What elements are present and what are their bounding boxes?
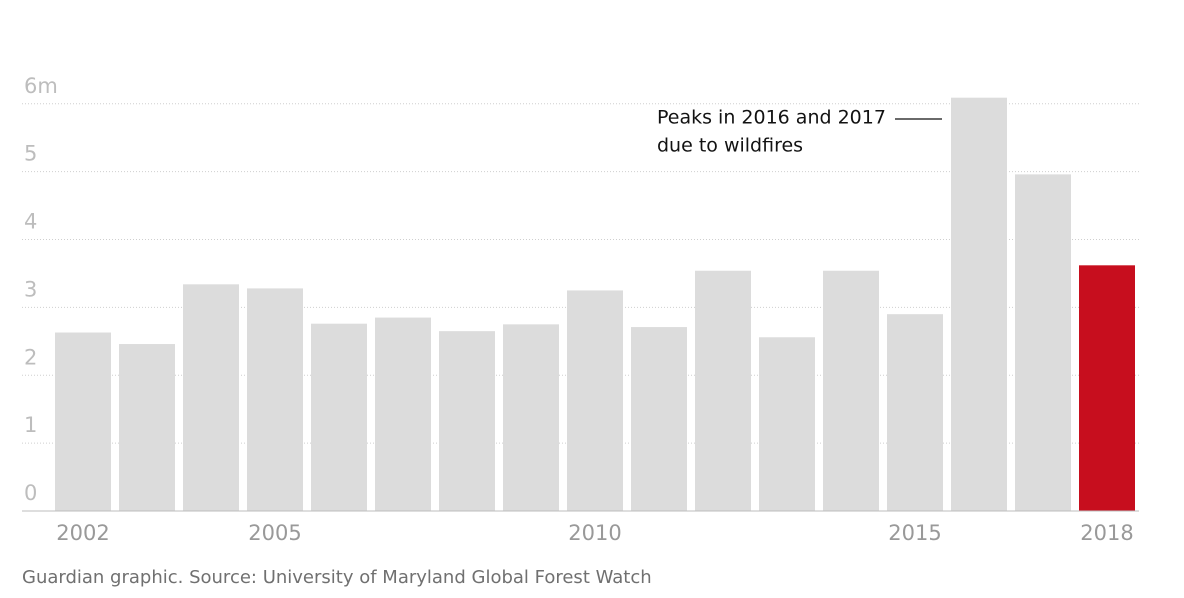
bar: [1079, 265, 1135, 511]
bar: [1015, 174, 1071, 512]
x-tick-label: 2018: [1080, 521, 1133, 545]
bar: [183, 284, 239, 511]
y-tick-label: 3: [24, 277, 37, 301]
bar: [311, 323, 367, 511]
bar: [759, 337, 815, 511]
annotation: Peaks in 2016 and 2017: [657, 107, 886, 129]
y-tick-label: 6m: [24, 74, 58, 98]
y-tick-label: 2: [24, 345, 37, 369]
bar: [823, 270, 879, 511]
x-tick-label: 2002: [56, 521, 109, 545]
bar: [695, 270, 751, 511]
y-tick-label: 5: [24, 142, 37, 166]
bar: [631, 327, 687, 511]
bar: [55, 332, 111, 511]
y-tick-label: 1: [24, 413, 37, 437]
bar: [439, 331, 495, 511]
bar: [951, 97, 1007, 512]
y-tick-label: 4: [24, 210, 37, 234]
source: Guardian graphic. Source: University of …: [22, 567, 652, 588]
bar: [567, 290, 623, 511]
x-tick-label: 2015: [888, 521, 941, 545]
bar: [887, 314, 943, 511]
annotation: due to wildfires: [657, 135, 803, 157]
bar: [247, 288, 303, 511]
y-tick-label: 0: [24, 481, 37, 505]
x-tick-label: 2005: [248, 521, 301, 545]
x-tick-label: 2010: [568, 521, 621, 545]
bar: [119, 344, 175, 511]
bar: [375, 317, 431, 511]
bar: [503, 324, 559, 511]
